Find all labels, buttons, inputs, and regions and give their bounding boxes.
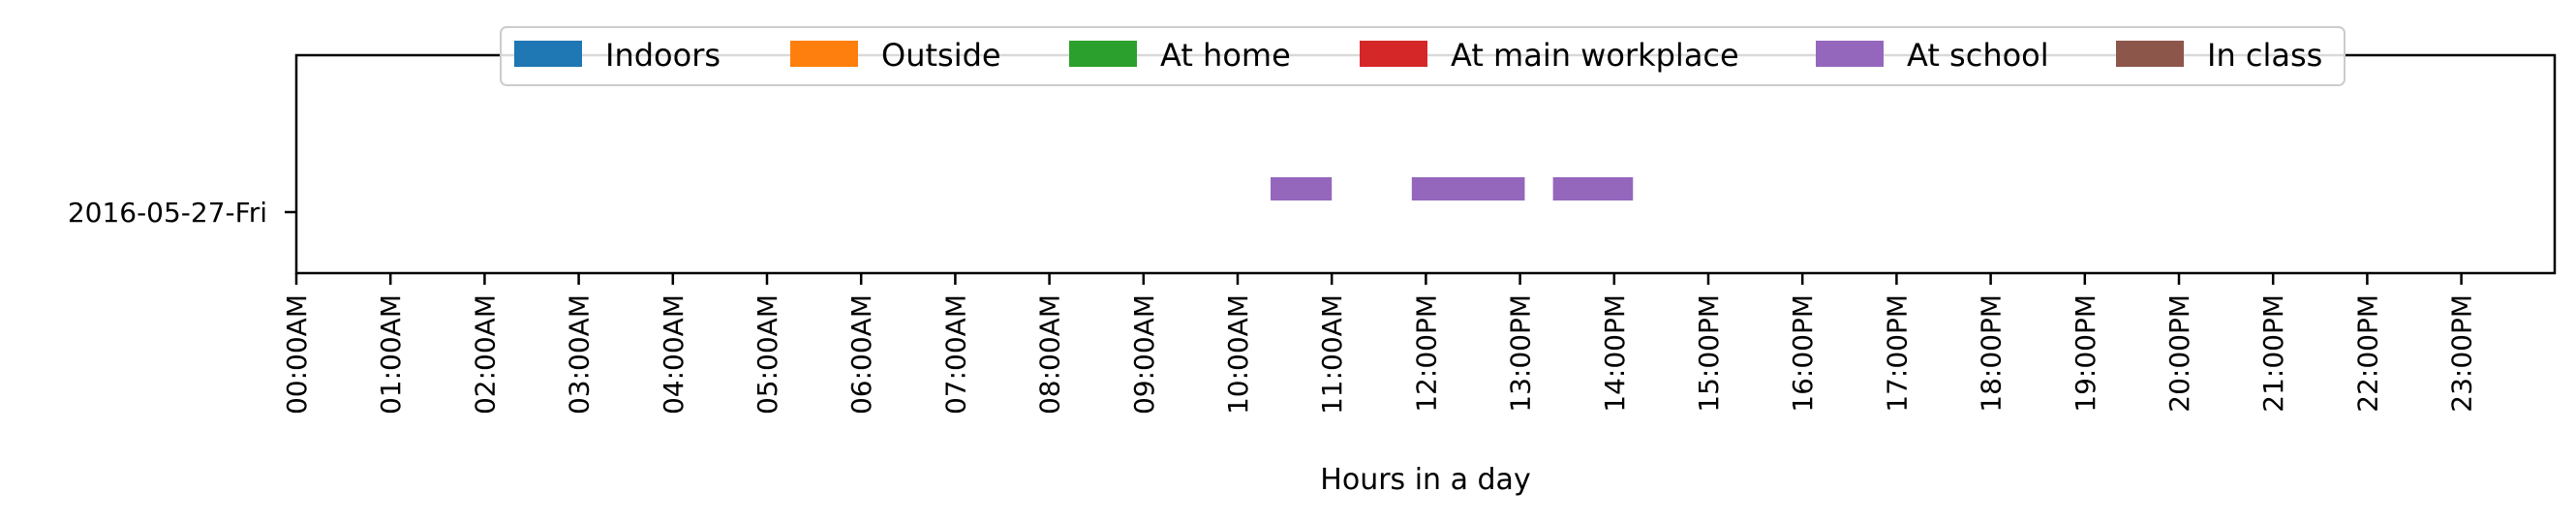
x-tick-label: 04:00AM bbox=[658, 294, 690, 415]
x-tick-label: 08:00AM bbox=[1034, 294, 1066, 415]
x-tick-label: 10:00AM bbox=[1222, 294, 1254, 415]
activity-bars bbox=[1271, 177, 1634, 200]
activity-bar bbox=[1411, 177, 1525, 200]
legend-label: At main workplace bbox=[1451, 37, 1739, 74]
legend-label: Indoors bbox=[605, 37, 721, 74]
x-tick-label: 18:00PM bbox=[1976, 294, 2008, 413]
legend-swatch bbox=[1360, 41, 1427, 67]
plot-frame bbox=[294, 53, 2557, 275]
x-tick-label: 15:00PM bbox=[1693, 294, 1725, 413]
x-tick-label: 21:00PM bbox=[2257, 294, 2289, 413]
x-tick-label: 17:00PM bbox=[1881, 294, 1913, 413]
x-tick-label: 13:00PM bbox=[1505, 294, 1537, 413]
x-tick-label: 07:00AM bbox=[939, 294, 971, 415]
x-axis: 00:00AM 01:00AM 02:00AM 03:00AM 04:00AM 05:00… bbox=[281, 273, 2478, 415]
legend-swatch bbox=[514, 41, 582, 67]
x-tick-label: 20:00PM bbox=[2163, 294, 2195, 413]
x-tick-label: 23:00PM bbox=[2446, 294, 2478, 413]
legend-swatch bbox=[1069, 41, 1137, 67]
y-tick-label: 2016-05-27-Fri bbox=[68, 197, 267, 229]
x-tick-label: 05:00AM bbox=[751, 294, 783, 415]
legend: Indoors Outside At home At main workplace At… bbox=[500, 26, 2346, 86]
legend-label: Outside bbox=[881, 37, 1001, 74]
legend-swatch bbox=[1816, 41, 1884, 67]
x-tick-label: 01:00AM bbox=[375, 294, 407, 415]
legend-swatch bbox=[790, 41, 858, 67]
x-tick-label: 03:00AM bbox=[564, 294, 596, 415]
x-tick-label: 06:00AM bbox=[845, 294, 877, 415]
y-axis: 2016-05-27-Fri bbox=[68, 197, 296, 229]
x-tick-label: 16:00PM bbox=[1787, 294, 1819, 413]
x-axis-label: Hours in a day bbox=[1320, 463, 1530, 497]
x-tick-label: 12:00PM bbox=[1410, 294, 1442, 413]
legend-label: At home bbox=[1160, 37, 1291, 74]
x-tick-label: 11:00AM bbox=[1316, 294, 1348, 415]
x-tick-label: 00:00AM bbox=[281, 294, 313, 415]
x-tick-label: 22:00PM bbox=[2351, 294, 2383, 413]
activity-bar bbox=[1271, 177, 1333, 200]
legend-swatch bbox=[2116, 41, 2184, 67]
legend-label: In class bbox=[2207, 37, 2322, 74]
x-tick-label: 02:00AM bbox=[469, 294, 501, 415]
x-tick-label: 09:00AM bbox=[1128, 294, 1160, 415]
x-tick-label: 14:00PM bbox=[1599, 294, 1631, 413]
activity-bar bbox=[1552, 177, 1634, 200]
legend-label: At school bbox=[1907, 37, 2049, 74]
x-tick-label: 19:00PM bbox=[2070, 294, 2101, 413]
